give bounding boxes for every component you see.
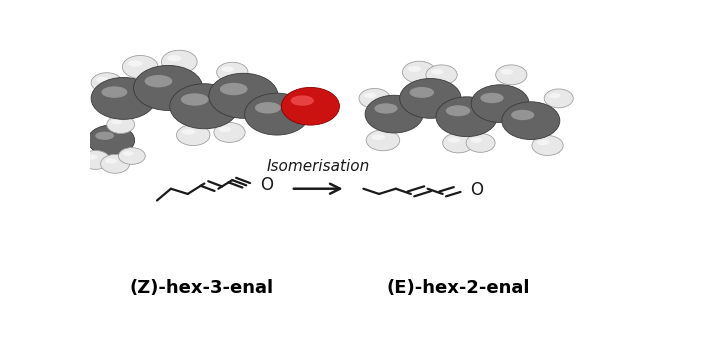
- Ellipse shape: [145, 75, 172, 87]
- Ellipse shape: [105, 158, 117, 164]
- Ellipse shape: [96, 77, 109, 82]
- Ellipse shape: [495, 65, 527, 85]
- Text: O: O: [260, 176, 273, 194]
- Ellipse shape: [366, 130, 400, 151]
- Ellipse shape: [282, 87, 339, 125]
- Ellipse shape: [209, 73, 278, 118]
- Ellipse shape: [214, 122, 245, 142]
- Ellipse shape: [167, 55, 181, 62]
- Ellipse shape: [365, 95, 423, 133]
- Ellipse shape: [364, 93, 377, 98]
- Ellipse shape: [81, 151, 110, 169]
- Ellipse shape: [448, 137, 460, 143]
- Ellipse shape: [219, 127, 231, 132]
- Ellipse shape: [431, 69, 444, 74]
- Ellipse shape: [119, 148, 145, 164]
- Ellipse shape: [95, 132, 114, 140]
- Ellipse shape: [511, 110, 534, 120]
- Ellipse shape: [544, 89, 573, 108]
- Ellipse shape: [466, 134, 495, 152]
- Text: (E)-hex-2-enal: (E)-hex-2-enal: [387, 279, 530, 297]
- Ellipse shape: [122, 55, 158, 79]
- Ellipse shape: [220, 83, 248, 95]
- Ellipse shape: [91, 78, 156, 119]
- Ellipse shape: [372, 134, 385, 140]
- Ellipse shape: [436, 97, 498, 137]
- Ellipse shape: [400, 79, 461, 118]
- Ellipse shape: [222, 67, 234, 72]
- Ellipse shape: [170, 84, 239, 129]
- Ellipse shape: [255, 102, 281, 114]
- Ellipse shape: [480, 93, 503, 103]
- Ellipse shape: [102, 86, 127, 98]
- Ellipse shape: [181, 93, 209, 106]
- Ellipse shape: [532, 136, 563, 155]
- Ellipse shape: [408, 66, 421, 72]
- Ellipse shape: [217, 62, 248, 82]
- Ellipse shape: [402, 61, 436, 83]
- Ellipse shape: [443, 133, 474, 153]
- Ellipse shape: [502, 102, 560, 139]
- Ellipse shape: [101, 154, 130, 173]
- Ellipse shape: [426, 65, 457, 85]
- Ellipse shape: [133, 65, 203, 110]
- Ellipse shape: [176, 124, 210, 146]
- Ellipse shape: [182, 129, 195, 135]
- Ellipse shape: [161, 50, 197, 73]
- Ellipse shape: [86, 154, 97, 160]
- Ellipse shape: [111, 119, 122, 124]
- Text: O: O: [471, 181, 484, 199]
- Ellipse shape: [359, 88, 390, 108]
- Ellipse shape: [128, 61, 143, 67]
- Text: Isomerisation: Isomerisation: [266, 159, 370, 174]
- Ellipse shape: [291, 96, 314, 106]
- Ellipse shape: [245, 93, 310, 135]
- Ellipse shape: [471, 85, 529, 122]
- Ellipse shape: [537, 140, 549, 145]
- Text: (Z)-hex-3-enal: (Z)-hex-3-enal: [130, 279, 274, 297]
- Ellipse shape: [471, 137, 482, 143]
- Ellipse shape: [500, 69, 513, 74]
- Ellipse shape: [122, 151, 133, 156]
- Ellipse shape: [91, 73, 122, 92]
- Ellipse shape: [410, 87, 434, 98]
- Ellipse shape: [549, 93, 560, 98]
- Ellipse shape: [446, 105, 470, 116]
- Ellipse shape: [374, 103, 397, 114]
- Ellipse shape: [88, 125, 135, 155]
- Ellipse shape: [107, 116, 135, 134]
